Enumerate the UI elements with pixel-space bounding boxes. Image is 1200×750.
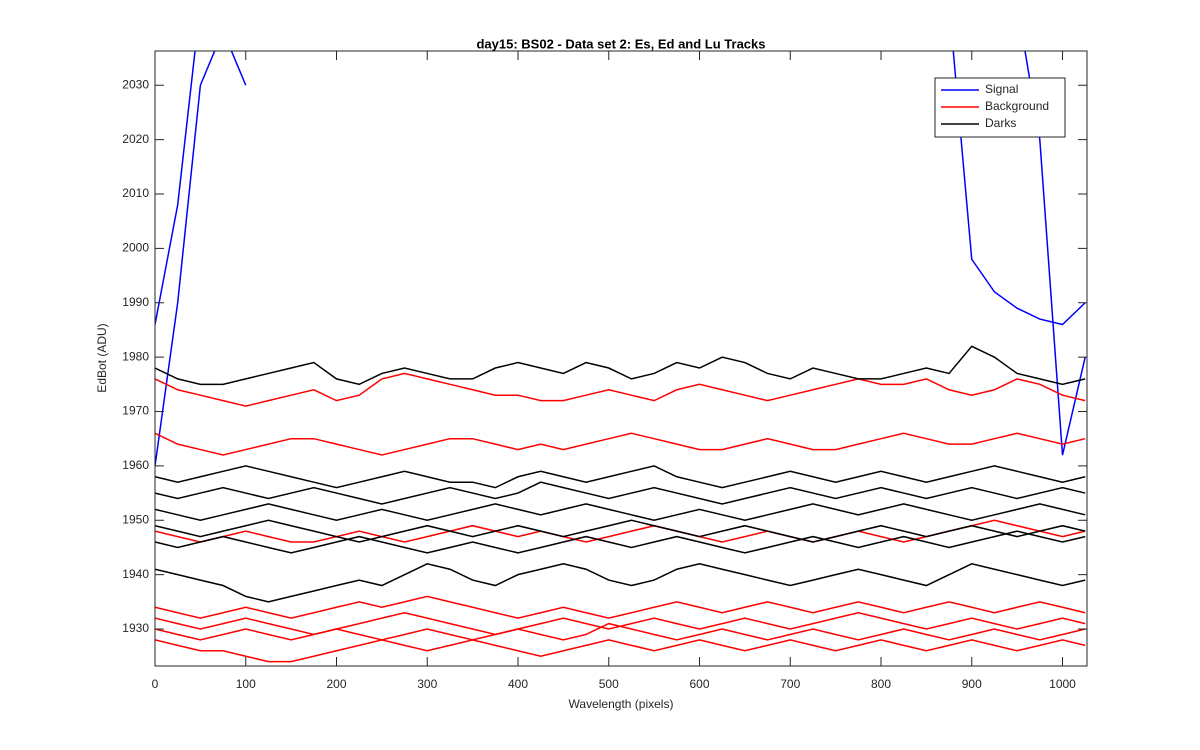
data-line [155, 481, 1086, 505]
y-tick-label: 2000 [122, 241, 149, 255]
x-tick-label: 500 [599, 677, 619, 691]
chart-title: day15: BS02 - Data set 2: Es, Ed and Lu … [476, 36, 765, 51]
y-tick-label: 1930 [122, 621, 149, 635]
data-line [155, 639, 1086, 663]
data-line [155, 51, 196, 325]
x-tick-label: 600 [689, 677, 709, 691]
x-tick-label: 0 [152, 677, 159, 691]
y-tick-label: 1980 [122, 349, 149, 363]
x-tick-label: 800 [871, 677, 891, 691]
x-tick-label: 200 [326, 677, 346, 691]
data-line [155, 595, 1086, 619]
data-line [155, 503, 1086, 522]
data-line [155, 51, 247, 466]
data-line [1024, 51, 1086, 456]
y-tick-label: 2010 [122, 186, 149, 200]
x-tick-label: 400 [508, 677, 528, 691]
legend-label: Darks [985, 116, 1016, 130]
x-tick-label: 700 [780, 677, 800, 691]
y-tick-label: 1960 [122, 458, 149, 472]
data-line [155, 465, 1086, 489]
data-line [155, 432, 1086, 456]
y-axis-label: EdBot (ADU) [95, 323, 109, 392]
lines [155, 51, 1086, 663]
x-tick-label: 900 [962, 677, 982, 691]
legend-label: Background [985, 99, 1049, 113]
x-tick-label: 100 [236, 677, 256, 691]
data-line [155, 622, 1086, 641]
data-line [155, 345, 1086, 386]
y-tick-label: 1990 [122, 295, 149, 309]
x-tick-label: 300 [417, 677, 437, 691]
data-line [155, 519, 1086, 543]
y-tick-label: 1940 [122, 567, 149, 581]
x-axis-label: Wavelength (pixels) [569, 697, 674, 711]
y-tick-label: 2020 [122, 132, 149, 146]
y-tick-label: 2030 [122, 77, 149, 91]
data-line [155, 372, 1086, 407]
data-line [155, 530, 1086, 554]
data-line [952, 51, 1086, 326]
y-tick-label: 1970 [122, 404, 149, 418]
axes-box [154, 50, 1088, 667]
x-tick-label: 1000 [1049, 677, 1076, 691]
legend-label: Signal [985, 82, 1018, 96]
plot-area [155, 51, 1087, 666]
y-tick-label: 1950 [122, 512, 149, 526]
data-line [155, 562, 1086, 603]
